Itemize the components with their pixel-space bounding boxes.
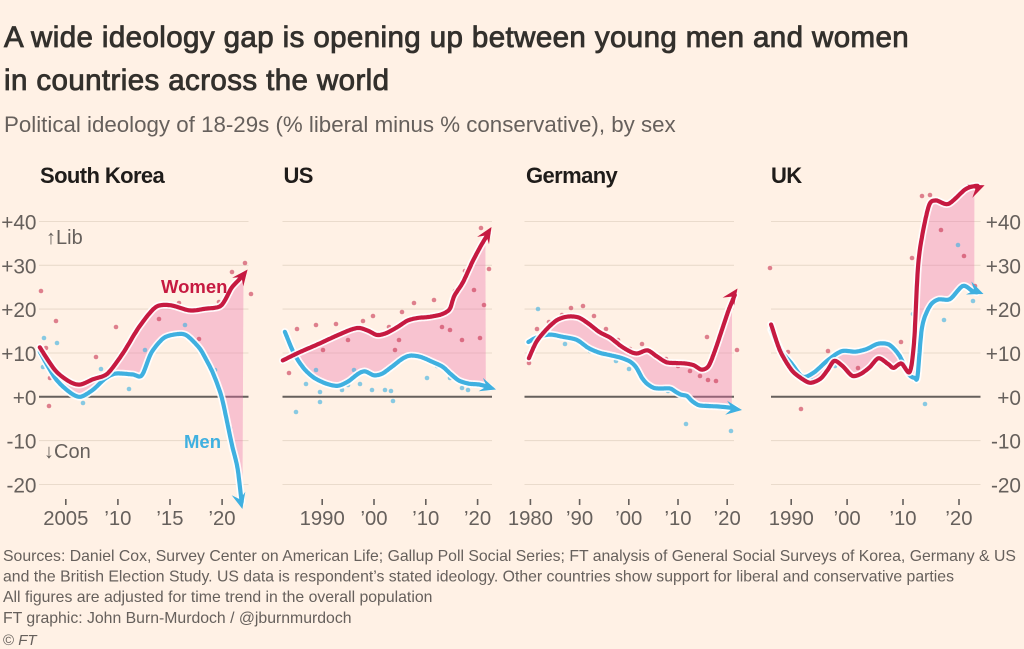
svg-text:+20: +20	[1, 299, 36, 322]
svg-text:-20: -20	[991, 474, 1021, 497]
svg-text:1990: 1990	[300, 508, 345, 530]
svg-text:© FT: © FT	[3, 632, 38, 649]
svg-text:’10: ’10	[412, 508, 439, 530]
svg-text:1980: 1980	[508, 508, 553, 530]
svg-text:↑Lib: ↑Lib	[46, 227, 83, 249]
svg-text:Germany: Germany	[526, 163, 619, 188]
svg-text:’20: ’20	[209, 508, 236, 530]
svg-text:+30: +30	[1, 255, 36, 278]
svg-text:’15: ’15	[156, 508, 183, 530]
svg-text:-20: -20	[6, 474, 36, 497]
svg-text:FT graphic: John Burn-Murdoch: FT graphic: John Burn-Murdoch / @jburnmu…	[3, 610, 352, 627]
svg-text:1990: 1990	[769, 508, 814, 530]
svg-text:’00: ’00	[615, 508, 642, 530]
svg-text:↓Con: ↓Con	[44, 441, 91, 463]
svg-text:in countries across the world: in countries across the world	[4, 64, 389, 97]
svg-text:+40: +40	[1, 211, 36, 234]
svg-text:and the British Election Study: and the British Election Study. US data …	[3, 569, 954, 586]
svg-text:’10: ’10	[664, 508, 691, 530]
svg-text:All figures are adjusted for t: All figures are adjusted for time trend …	[3, 589, 432, 606]
svg-text:Sources: Daniel Cox, Survey Ce: Sources: Daniel Cox, Survey Center on Am…	[3, 548, 1016, 565]
svg-text:-10: -10	[991, 431, 1021, 454]
svg-text:’20: ’20	[714, 508, 741, 530]
svg-text:Political ideology of 18-29s (: Political ideology of 18-29s (% liberal …	[4, 112, 676, 137]
svg-text:+0: +0	[13, 387, 37, 410]
svg-text:A wide ideology gap is opening: A wide ideology gap is opening up betwee…	[4, 21, 909, 54]
svg-text:’20: ’20	[464, 508, 491, 530]
svg-text:+10: +10	[986, 343, 1021, 366]
svg-text:-10: -10	[6, 431, 36, 454]
svg-text:+40: +40	[986, 211, 1021, 234]
svg-text:South Korea: South Korea	[40, 163, 166, 188]
svg-text:Women: Women	[161, 276, 227, 297]
svg-text:’90: ’90	[566, 508, 593, 530]
svg-text:’20: ’20	[945, 508, 972, 530]
svg-text:+10: +10	[1, 343, 36, 366]
svg-text:’10: ’10	[890, 508, 917, 530]
svg-text:US: US	[284, 163, 313, 188]
svg-text:’10: ’10	[104, 508, 131, 530]
svg-text:’00: ’00	[834, 508, 861, 530]
svg-text:UK: UK	[771, 163, 802, 188]
svg-text:+0: +0	[997, 387, 1021, 410]
svg-text:’00: ’00	[360, 508, 387, 530]
svg-text:+20: +20	[986, 299, 1021, 322]
svg-text:Men: Men	[184, 431, 221, 452]
svg-text:2005: 2005	[43, 508, 88, 530]
svg-text:+30: +30	[986, 255, 1021, 278]
